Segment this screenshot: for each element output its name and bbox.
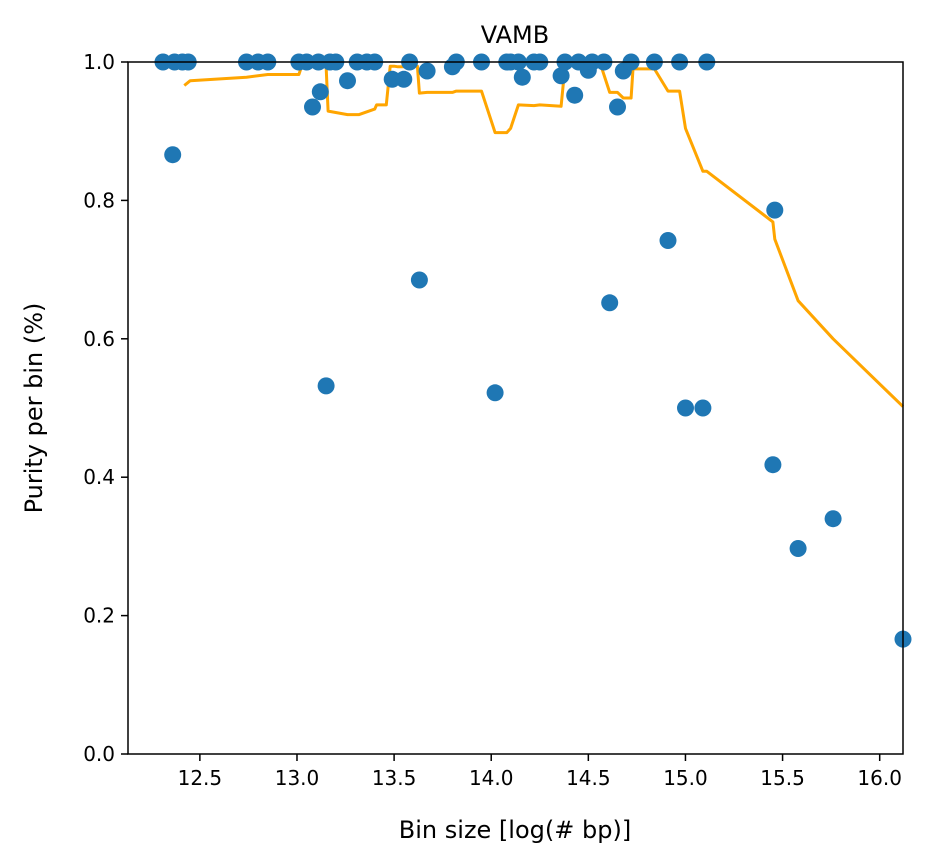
- x-tick-label: 13.0: [275, 766, 320, 790]
- x-tick-label: 14.5: [566, 766, 611, 790]
- chart-title: VAMB: [481, 21, 549, 49]
- x-tick-label: 15.0: [663, 766, 708, 790]
- scatter-point: [304, 98, 321, 116]
- y-tick-label: 0.6: [83, 327, 115, 351]
- x-axis-label: Bin size [log(# bp)]: [399, 816, 631, 844]
- plot-area-frame: [127, 61, 904, 755]
- scatter-point: [513, 68, 531, 86]
- x-tick-label: 14.0: [469, 766, 514, 790]
- scatter-point: [164, 146, 182, 164]
- x-axis: 12.5 13.0 13.5 14.0 14.5 15.0 15.5 16.0: [178, 754, 902, 790]
- scatter-point: [317, 377, 335, 395]
- scatter-point: [659, 232, 677, 249]
- x-tick-label: 12.5: [178, 766, 223, 790]
- scatter-point: [694, 399, 712, 417]
- scatter-point: [824, 510, 842, 528]
- scatter-point: [486, 384, 504, 402]
- scatter-point: [677, 399, 694, 417]
- scatter-point: [764, 456, 782, 474]
- x-tick-label: 15.5: [760, 766, 805, 790]
- scatter-point: [766, 201, 784, 219]
- scatter-point: [789, 540, 807, 557]
- y-tick-label: 0.0: [83, 742, 115, 766]
- scatter-point: [339, 72, 356, 90]
- scatter-point: [311, 83, 329, 101]
- x-tick-label: 16.0: [857, 766, 902, 790]
- y-tick-label: 0.4: [83, 465, 115, 489]
- scatter-point: [552, 67, 570, 85]
- y-tick-label: 0.2: [83, 604, 115, 628]
- x-tick-label: 13.5: [372, 766, 417, 790]
- y-tick-label: 0.8: [83, 188, 115, 212]
- y-tick-label: 1.0: [83, 50, 115, 74]
- scatter-point: [566, 86, 584, 104]
- y-axis-label: Purity per bin (%): [20, 303, 48, 514]
- scatter-point: [418, 62, 436, 80]
- scatter-point: [601, 294, 619, 312]
- y-axis: 0.0 0.2 0.4 0.6 0.8 1.0: [83, 50, 128, 766]
- scatter-point: [395, 70, 413, 88]
- scatter-point: [609, 98, 626, 116]
- scatter-point: [410, 271, 428, 289]
